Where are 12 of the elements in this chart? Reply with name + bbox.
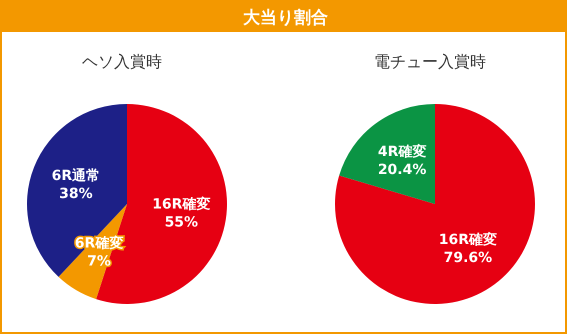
chart-title: 電チュー入賞時	[373, 51, 487, 73]
data-label: 79.6%	[444, 250, 492, 266]
slice-label: 4R確変	[378, 142, 426, 160]
text: 大当り割合	[243, 6, 328, 28]
slice-label: 6R通常	[52, 166, 100, 184]
data-label: 55%	[164, 214, 198, 231]
data-label: 20.4%	[378, 162, 426, 178]
slice-label: 16R確変	[152, 196, 210, 213]
pie-slice	[335, 104, 535, 304]
slice-label: 16R確変	[438, 231, 498, 248]
data-label: 38%	[59, 186, 93, 202]
chart-title: ヘソ入賞時	[81, 51, 163, 73]
